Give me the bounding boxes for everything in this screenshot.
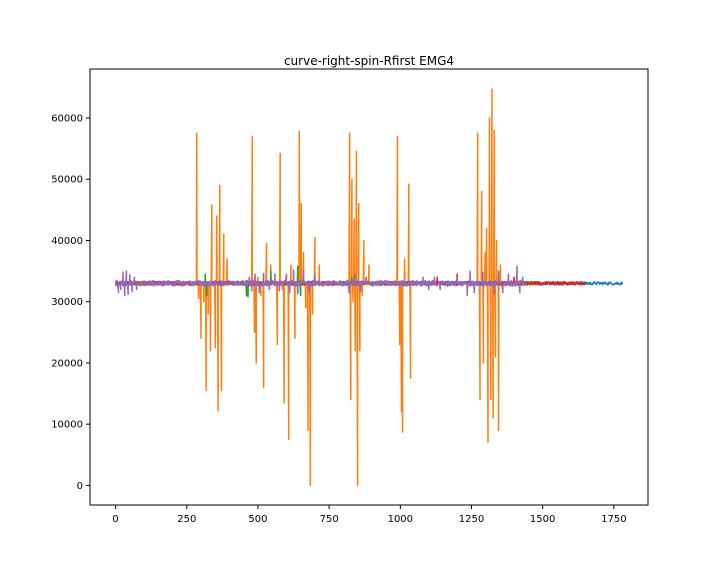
x-tick-label: 500 bbox=[248, 514, 267, 525]
y-tick-label: 10000 bbox=[51, 420, 83, 431]
y-tick-label: 50000 bbox=[51, 175, 83, 186]
series-layer bbox=[114, 88, 624, 487]
y-tick-label: 20000 bbox=[51, 358, 83, 369]
x-tick-label: 0 bbox=[112, 514, 118, 525]
y-tick-label: 60000 bbox=[51, 113, 83, 124]
x-tick-label: 1000 bbox=[388, 514, 413, 525]
y-axis: 0 10000 20000 30000 40000 50000 60000 bbox=[51, 113, 90, 492]
x-tick-label: 1500 bbox=[530, 514, 555, 525]
y-tick-label: 0 bbox=[77, 481, 83, 492]
x-axis: 0 250 500 750 1000 1250 1500 1750 bbox=[112, 505, 627, 525]
plot-frame bbox=[89, 68, 649, 506]
y-tick-label: 40000 bbox=[51, 236, 83, 247]
series-line-4 bbox=[114, 265, 527, 297]
x-tick-label: 1250 bbox=[459, 514, 484, 525]
x-tick-label: 1750 bbox=[601, 514, 626, 525]
x-tick-label: 250 bbox=[177, 514, 196, 525]
chart-title: curve-right-spin-Rfirst EMG4 bbox=[284, 54, 454, 68]
x-tick-label: 750 bbox=[320, 514, 339, 525]
y-tick-label: 30000 bbox=[51, 297, 83, 308]
